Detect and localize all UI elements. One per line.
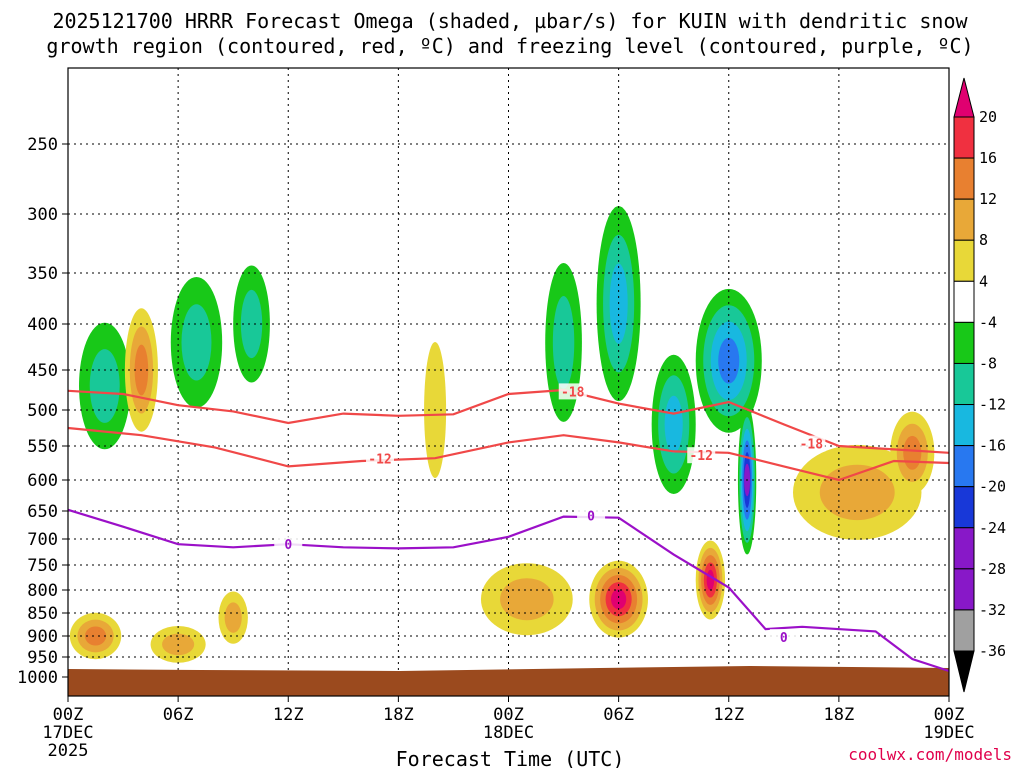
contour-label-freezing-c-bg (769, 629, 798, 646)
colorbar-segment-12 (953, 609, 975, 652)
colorbar-segment-0 (953, 116, 975, 159)
y-tick-label-800: 800 (27, 581, 58, 601)
omega-cell-descent-00z-18dec-level-8 (500, 578, 554, 621)
y-tick-label-600: 600 (27, 471, 58, 491)
omega-cell-early-ascent-col-a-level-8 (89, 349, 120, 423)
colorbar-label-10: -24 (979, 519, 1006, 537)
contour-label-freezing-b: 0 (587, 510, 595, 525)
terrain-ground (68, 666, 949, 696)
colorbar-segment-2 (953, 198, 975, 241)
x-tick-label-1: 06Z (163, 705, 194, 725)
credit-text: coolwx.com/models (848, 745, 1012, 764)
y-tick-label-750: 750 (27, 556, 58, 576)
omega-cell-ascent-col-18dec-12z-level-16 (718, 337, 740, 384)
contour-freezing-level (67, 508, 950, 673)
contour-label-freezing-c: 0 (780, 631, 788, 646)
x-tick-label-0: 00Z (53, 705, 84, 725)
y-tick-label-650: 650 (27, 502, 58, 522)
y-tick-label-700: 700 (27, 530, 58, 550)
y-axis-pressure: 250 300 350 400 450 500 550 600 650 700 750 800 850 9… (17, 135, 68, 688)
y-tick-label-400: 400 (27, 315, 58, 335)
x-tick-label-6: 12Z (713, 705, 744, 725)
colorbar-segment-10 (953, 527, 975, 570)
contour-label-minus12-b: -12 (689, 449, 712, 464)
colorbar-label-12: -32 (979, 601, 1006, 619)
y-tick-label-250: 250 (27, 135, 58, 155)
omega-shading-layer (69, 206, 935, 663)
colorbar-label-7: -12 (979, 396, 1006, 414)
colorbar-label-1: 16 (979, 149, 997, 167)
omega-cell-strong-descent-11z-level-20 (706, 569, 715, 591)
colorbar-label-5: -4 (979, 313, 997, 331)
y-tick-label-950: 950 (27, 648, 58, 668)
contour-minus18 (67, 388, 950, 454)
omega-cell-ascent-col-c-level-8 (240, 289, 263, 359)
colorbar-segment-6 (953, 362, 975, 406)
colorbar-segment-9 (953, 486, 975, 529)
contour-label-minus18-a: -18 (561, 385, 585, 400)
omega-cell-ascent-col-18dec-03z-level-8 (552, 296, 575, 389)
colorbar-segment-1 (953, 157, 975, 200)
y-tick-label-450: 450 (27, 361, 58, 381)
omega-cell-ascent-col-18dec-09z-level-12 (664, 395, 683, 454)
x-tick-date-4: 18DEC (483, 723, 534, 743)
colorbar-label-6: -8 (979, 354, 997, 372)
plot-area: -18 -18 -12 -12 0 0 0 (67, 67, 950, 697)
y-tick-label-550: 550 (27, 437, 58, 457)
contour-minus12 (67, 426, 950, 482)
omega-cell-low-level-descent-9z-level-8 (224, 602, 242, 633)
contour-label-minus12-a-bg (366, 450, 395, 467)
x-tick-label-7: 18Z (824, 705, 855, 725)
contour-label-minus12-a: -12 (368, 453, 391, 468)
x-tick-date-0: 17DEC (42, 723, 93, 743)
colorbar-label-3: 8 (979, 231, 988, 249)
contour-label-minus18-b: -18 (800, 438, 824, 453)
contour-label-minus18-a-bg (558, 383, 587, 400)
contour-label-minus12-b-bg (687, 447, 716, 464)
colorbar-segment-5 (953, 321, 975, 364)
omega-cell-strong-descent-06z-level-20 (611, 589, 627, 610)
contour-label-freezing-b-bg (577, 507, 606, 524)
omega-cell-descent-late-22z-level-12 (903, 435, 922, 470)
contour-label-freezing-a: 0 (284, 538, 292, 553)
colorbar: 20 16 12 8 4 -4 -8 -12 -16 -20 -24 -28 -32 -36 (953, 77, 1006, 693)
omega-cell-ascent-col-b-level-8 (181, 304, 212, 381)
x-tick-date-8: 19DEC (923, 723, 974, 743)
colorbar-label-0: 20 (979, 108, 997, 126)
omega-cell-low-level-descent-early-level-12 (84, 626, 107, 646)
colorbar-segment-7 (953, 404, 975, 447)
colorbar-label-8: -16 (979, 437, 1006, 455)
colorbar-segment-3 (953, 239, 975, 282)
colorbar-label-13: -36 (979, 642, 1006, 660)
colorbar-label-2: 12 (979, 190, 997, 208)
colorbar-label-11: -28 (979, 560, 1006, 578)
x-tick-label-2: 12Z (273, 705, 304, 725)
x-tick-label-4: 00Z (493, 705, 524, 725)
colorbar-segment-4 (953, 280, 975, 323)
colorbar-top-arrow (953, 77, 975, 118)
y-tick-label-850: 850 (27, 604, 58, 624)
x-tick-year-0: 2025 (48, 741, 89, 761)
x-tick-label-5: 06Z (603, 705, 634, 725)
y-tick-label-300: 300 (27, 205, 58, 225)
x-axis-label: Forecast Time (UTC) (396, 747, 625, 768)
x-tick-label-8: 00Z (934, 705, 965, 725)
contour-label-freezing-a-bg (274, 536, 303, 553)
colorbar-segment-8 (953, 445, 975, 488)
colorbar-label-9: -20 (979, 478, 1006, 496)
chart-title-line1: 2025121700 HRRR Forecast Omega (shaded, … (52, 9, 968, 33)
contour-layer: -18 -18 -12 -12 0 0 0 (67, 383, 950, 673)
colorbar-segment-11 (953, 568, 975, 611)
chart-title-line2: growth region (contoured, red, ºC) and f… (46, 34, 973, 58)
x-tick-label-3: 18Z (383, 705, 414, 725)
y-tick-label-1000: 1000 (17, 668, 58, 688)
y-tick-label-350: 350 (27, 264, 58, 284)
colorbar-label-4: 4 (979, 272, 988, 290)
y-tick-label-500: 500 (27, 401, 58, 421)
contour-label-minus18-b-bg (797, 435, 826, 452)
y-tick-label-900: 900 (27, 627, 58, 647)
colorbar-bottom-arrow (953, 650, 975, 693)
